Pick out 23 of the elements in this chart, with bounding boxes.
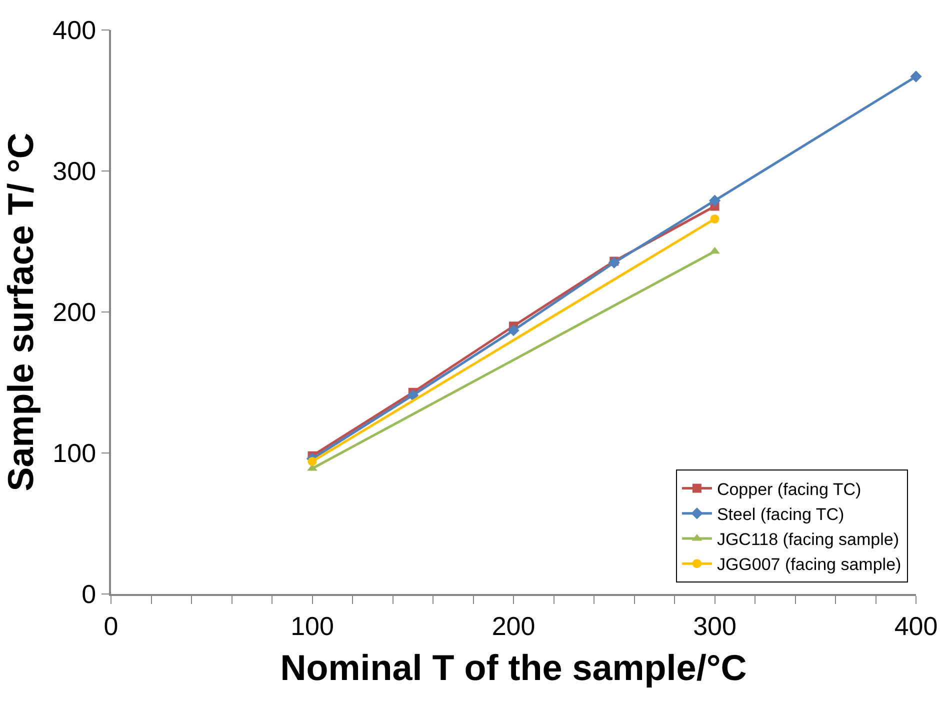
y-tick-label: 200 bbox=[52, 297, 96, 328]
y-axis-title: Sample surface T/ °C bbox=[0, 132, 41, 492]
point bbox=[708, 194, 721, 206]
x-tick-label: 200 bbox=[492, 610, 536, 641]
x-tick-label: 400 bbox=[894, 610, 938, 641]
point bbox=[710, 214, 720, 224]
legend-label: Copper (facing TC) bbox=[716, 480, 862, 499]
x-axis-title: Nominal T of the sample/°C bbox=[280, 647, 747, 688]
legend-label: JGG007 (facing sample) bbox=[716, 555, 902, 574]
x-tick-label: 0 bbox=[104, 610, 118, 641]
x-tick-label: 300 bbox=[693, 610, 736, 641]
point bbox=[508, 324, 520, 336]
x-tick-label: 100 bbox=[290, 610, 334, 641]
y-tick-label: 0 bbox=[82, 579, 96, 610]
point bbox=[910, 70, 922, 82]
point bbox=[407, 389, 419, 402]
y-tick-label: 400 bbox=[52, 15, 96, 46]
legend-label: JGC118 (facing sample) bbox=[716, 530, 899, 550]
legend-label: Steel (facing TC) bbox=[716, 505, 844, 524]
y-tick-label: 100 bbox=[52, 438, 96, 468]
y-tick-label: 300 bbox=[52, 156, 96, 186]
point bbox=[308, 456, 317, 466]
point bbox=[608, 256, 620, 268]
